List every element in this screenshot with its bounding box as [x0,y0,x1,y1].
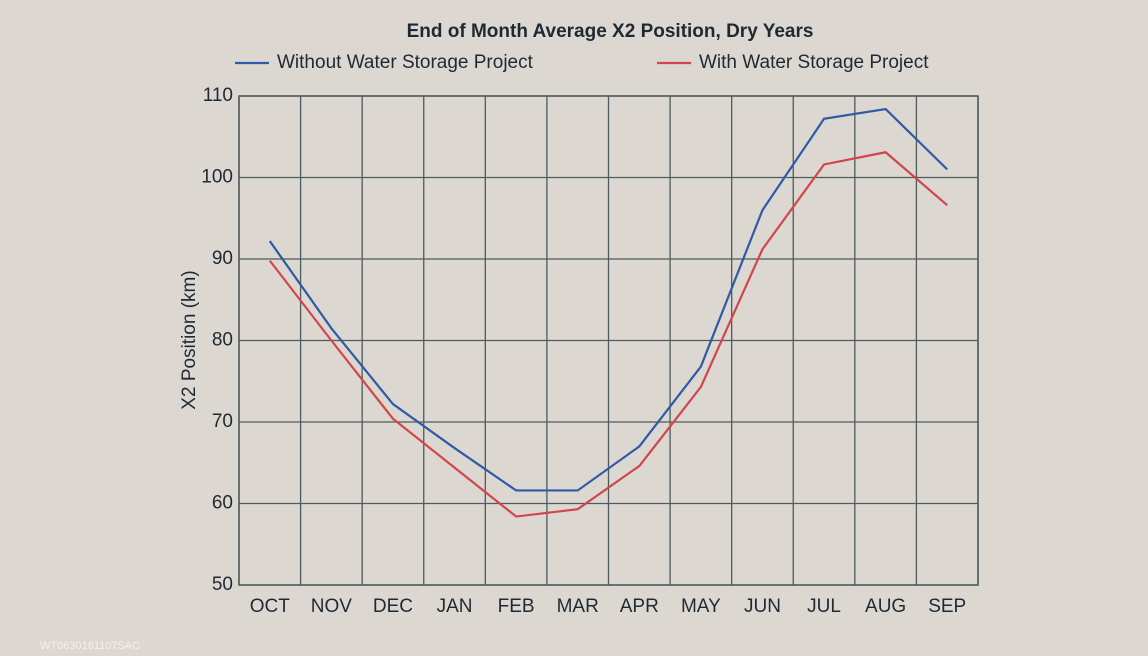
x-tick-label: MAY [681,596,721,617]
x-tick-label: JUN [744,596,781,617]
y-tick-label: 80 [212,330,233,351]
footer-note: WT0630161107SAC [40,640,140,652]
x-tick-label: NOV [311,596,353,617]
x-tick-label: APR [620,596,659,617]
legend-label: Without Water Storage Project [277,52,534,73]
y-tick-label: 110 [203,85,233,106]
x-tick-label: SEP [928,596,966,617]
x-tick-label: DEC [373,596,413,617]
y-tick-label: 70 [212,411,233,432]
x-tick-label: MAR [557,596,599,617]
x-tick-label: JAN [437,596,473,617]
series-line [268,151,948,518]
x-tick-label: AUG [865,596,906,617]
legend-label: With Water Storage Project [699,52,929,73]
x-tick-label: JUL [807,596,841,617]
y-tick-label: 90 [212,248,233,269]
series-line [268,107,948,492]
plot-border [238,95,979,586]
x-tick-label: OCT [250,596,291,617]
y-tick-label: 50 [212,574,233,595]
y-tick-label: 100 [201,167,233,188]
x-tick-label: FEB [498,596,535,617]
y-axis-label: X2 Position (km) [179,270,200,409]
y-tick-label: 60 [212,493,233,514]
chart-title: End of Month Average X2 Position, Dry Ye… [407,21,814,42]
